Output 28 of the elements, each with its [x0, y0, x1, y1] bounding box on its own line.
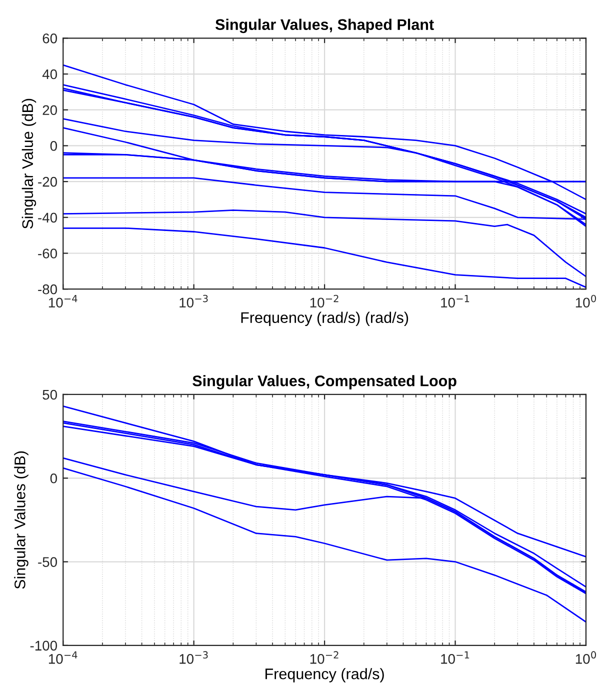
y-tick-label: 0 — [50, 141, 58, 151]
y-tick-label: -50 — [38, 557, 58, 567]
x-tick-label: 10$^{−2}$ — [310, 294, 338, 308]
x-tick-label: 10$^{0}$ — [576, 651, 596, 664]
x-tick-label: 10$^{−4}$ — [48, 651, 78, 664]
chart-title: Singular Values, Compensated Loop — [192, 375, 456, 390]
y-tick-label: 60 — [42, 34, 58, 44]
y-tick-label: 40 — [42, 69, 58, 80]
y-tick-label: -60 — [38, 248, 58, 258]
y-tick-label: -80 — [38, 284, 58, 294]
y-tick-label: -100 — [30, 640, 58, 651]
y-axis-title: Singular Values (dB) — [14, 451, 28, 589]
x-tick-label: 10$^{−1}$ — [441, 295, 470, 308]
y-axis-title: Singular Value (dB) — [22, 98, 36, 229]
y-tick-label: 0 — [50, 473, 58, 484]
y-tick-label: 20 — [42, 105, 58, 116]
chart-title: Singular Values, Shaped Plant — [215, 18, 434, 34]
x-axis-title: Frequency (rad/s) — [266, 668, 384, 682]
x-tick-label: 10$^{−3}$ — [180, 294, 208, 308]
x-axis-title: Frequency (rad/s) (rad/s) — [241, 312, 408, 326]
y-tick-label: -40 — [38, 212, 58, 223]
y-tick-label: 50 — [42, 390, 58, 400]
x-tick-label: 10$^{−2}$ — [310, 651, 338, 664]
x-tick-label: 10$^{−3}$ — [180, 651, 208, 664]
x-tick-label: 10$^{−4}$ — [48, 295, 78, 308]
x-tick-label: 10$^{−1}$ — [441, 651, 470, 664]
x-tick-label: 10$^{0}$ — [576, 294, 596, 308]
y-tick-label: -20 — [38, 176, 58, 187]
